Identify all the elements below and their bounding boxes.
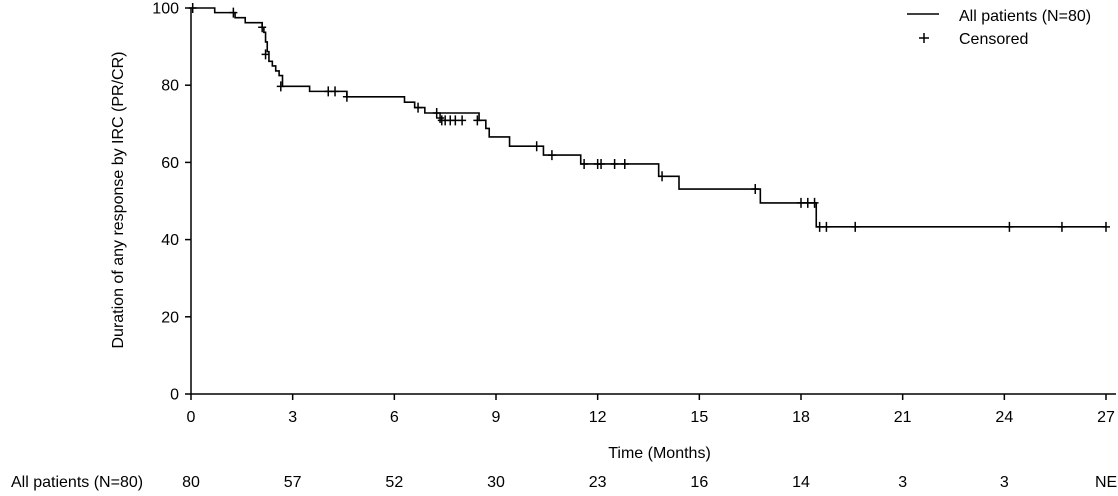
- censor-mark: [1102, 221, 1110, 232]
- x-tick-label: 21: [894, 409, 912, 426]
- y-tick-label: 100: [152, 1, 179, 18]
- risk-table-count: 23: [589, 474, 607, 491]
- censor-mark: [436, 113, 445, 124]
- risk-table-count: 30: [487, 474, 505, 491]
- censor-mark: [797, 197, 805, 208]
- censor-mark: [822, 221, 831, 232]
- censor-mark: [261, 49, 270, 60]
- axes: [190, 8, 1116, 395]
- censor-mark: [188, 3, 197, 13]
- legend-censor-mark: [919, 33, 929, 43]
- x-tick-label: 3: [288, 409, 297, 426]
- x-axis-title: Time (Months): [608, 445, 711, 462]
- censor-mark: [229, 7, 238, 18]
- risk-table-count: 80: [182, 474, 200, 491]
- y-tick-label: 20: [161, 309, 179, 326]
- censor-mark: [532, 141, 541, 152]
- censor-mark: [324, 86, 333, 97]
- x-tick-label: 12: [589, 409, 607, 426]
- risk-table: All patients (N=80) 80 57 52 30 23 16 14 3 3 NE: [11, 474, 1117, 491]
- x-tick-label: 0: [187, 409, 196, 426]
- risk-table-count: 16: [690, 474, 708, 491]
- censor-mark: [473, 115, 482, 126]
- legend-series-label: All patients (N=80): [959, 8, 1091, 25]
- censor-mark: [547, 150, 556, 161]
- censor-mark: [803, 197, 812, 208]
- risk-table-count: 3: [898, 474, 907, 491]
- y-tick-label: 40: [161, 232, 179, 249]
- censor-mark: [276, 81, 285, 92]
- censor-mark: [580, 158, 589, 169]
- censor-mark: [331, 86, 340, 97]
- risk-table-count: 57: [284, 474, 302, 491]
- censor-mark: [851, 221, 860, 232]
- censor-mark: [620, 158, 629, 169]
- x-tick-label: 9: [492, 409, 501, 426]
- censor-mark: [258, 22, 267, 33]
- y-tick-label: 0: [170, 387, 179, 404]
- censor-mark: [815, 221, 824, 232]
- y-tick-label: 80: [161, 78, 179, 95]
- x-ticks: 0 3 6 9 12 15 18 21 24 27: [187, 394, 1115, 426]
- censor-mark: [1005, 221, 1014, 232]
- censor-mark: [658, 171, 667, 182]
- y-tick-label: 60: [161, 155, 179, 172]
- y-axis-title: Duration of any response by IRC (PR/CR): [110, 52, 127, 349]
- censor-mark: [414, 102, 423, 113]
- y-ticks: 0 20 40 60 80 100: [152, 1, 191, 404]
- censor-mark: [1057, 221, 1066, 232]
- x-tick-label: 24: [995, 409, 1013, 426]
- x-tick-label: 18: [792, 409, 810, 426]
- x-tick-label: 15: [690, 409, 708, 426]
- series-layer: [188, 3, 1110, 232]
- censor-mark: [432, 107, 441, 118]
- risk-table-label: All patients (N=80): [11, 474, 143, 491]
- censor-mark: [451, 115, 460, 126]
- censor-mark: [610, 158, 619, 169]
- censor-mark: [458, 115, 467, 126]
- censor-mark: [342, 91, 351, 102]
- censor-mark: [597, 158, 606, 169]
- risk-table-count: 14: [792, 474, 810, 491]
- x-tick-label: 6: [390, 409, 399, 426]
- x-tick-label: 27: [1097, 409, 1115, 426]
- risk-table-count: 52: [385, 474, 403, 491]
- legend-censored-label: Censored: [959, 31, 1028, 48]
- legend-censor-plus: [919, 33, 929, 43]
- censor-mark: [810, 197, 819, 208]
- legend: All patients (N=80) Censored: [907, 8, 1091, 48]
- censor-mark: [751, 184, 760, 195]
- risk-table-count: 3: [1000, 474, 1009, 491]
- risk-table-count: NE: [1095, 474, 1117, 491]
